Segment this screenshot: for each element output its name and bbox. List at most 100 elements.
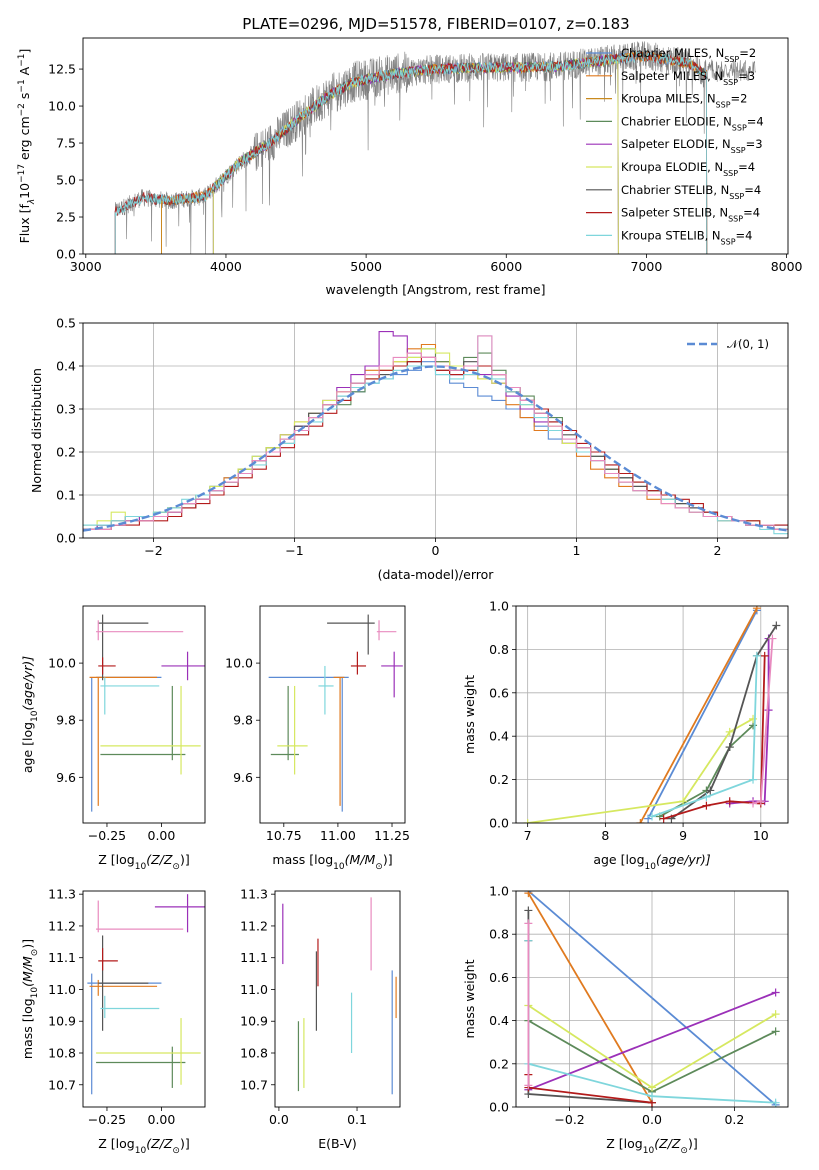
weight-marker <box>760 651 769 660</box>
y-tick-label: 0.6 <box>489 685 509 700</box>
x-tick-label: −0.2 <box>554 1112 584 1127</box>
x-axis-label: age [log10(age/yr)] <box>593 852 710 872</box>
y-tick-label: 0.0 <box>56 247 76 262</box>
y-tick-label: 10.9 <box>48 1014 76 1029</box>
spectrum-model-line <box>114 50 708 254</box>
y-tick-label: 2.5 <box>56 210 76 225</box>
weight-vs-Z-panel: −0.2 0.0 0.2 0.0 0.2 0.4 0.6 0.8 1.0 Z [log10(Z/Z… <box>462 884 789 1156</box>
x-tick-label: 3000 <box>70 259 102 274</box>
weight-marker <box>756 797 765 806</box>
weight-marker <box>771 1010 780 1019</box>
y-tick-label: 10.9 <box>240 1014 268 1029</box>
weight-marker <box>648 1083 656 1092</box>
axes-frame <box>515 605 789 824</box>
x-tick-label: 8000 <box>771 259 803 274</box>
x-tick-label: 7 <box>524 828 532 843</box>
weight-marker <box>659 814 668 823</box>
weight-marker <box>725 727 734 736</box>
weight-marker <box>752 606 761 613</box>
y-axis-label: mass weight <box>462 675 477 754</box>
y-tick-label: 9.8 <box>233 713 253 728</box>
weight-marker <box>771 988 780 997</box>
legend-label: Salpeter STELIB, NSSP=4 <box>621 206 760 224</box>
x-tick-label: −2 <box>144 543 162 558</box>
x-tick-label: 8 <box>601 828 609 843</box>
axes-frame <box>274 890 401 1108</box>
x-tick-label: 10 <box>753 828 769 843</box>
x-tick-label: 0.0 <box>269 1112 289 1127</box>
y-tick-label: 0.2 <box>489 1056 509 1071</box>
y-tick-label: 7.5 <box>56 136 76 151</box>
x-axis-label: mass [log10(M/M⊙)] <box>272 852 392 872</box>
y-tick-label: 11.3 <box>240 887 268 902</box>
age-vs-Z-panel: −0.25 0.00 9.6 9.8 10.0 Z [log10(Z/Z⊙)] age [l… <box>20 605 206 872</box>
x-tick-label: 6000 <box>490 259 522 274</box>
y-tick-label: 0.2 <box>56 445 76 460</box>
x-tick-label: 0.1 <box>347 1112 367 1127</box>
weight-marker <box>771 1098 780 1107</box>
y-tick-label: 0.4 <box>489 729 509 744</box>
y-tick-label: 0.6 <box>489 970 509 985</box>
axes-frame <box>259 605 406 824</box>
weight-marker <box>524 891 533 898</box>
x-tick-label: 0.2 <box>724 1112 744 1127</box>
figure-title: PLATE=0296, MJD=51578, FIBERID=0107, z=0… <box>242 15 629 33</box>
spectrum-legend: Chabrier MILES, NSSP=2 Salpeter MILES, NS… <box>586 46 764 246</box>
y-tick-label: 0.4 <box>56 359 76 374</box>
weight-lines <box>524 891 780 1107</box>
axes-frame <box>82 322 789 539</box>
weight-marker <box>648 812 656 821</box>
y-tick-label: 0.0 <box>489 1100 509 1115</box>
y-tick-label: 1.0 <box>489 884 509 899</box>
x-tick-label: 10.75 <box>266 828 302 843</box>
error-bars <box>268 614 403 812</box>
x-tick-label: 0 <box>432 543 440 558</box>
y-tick-label: 11.1 <box>240 950 268 965</box>
legend-label: Salpeter MILES, NSSP=3 <box>621 69 755 87</box>
weight-line <box>647 609 758 820</box>
y-tick-label: 11.0 <box>48 982 76 997</box>
weight-marker <box>524 1081 533 1090</box>
weight-line <box>651 655 758 818</box>
weight-marker <box>749 799 758 808</box>
mass-vs-ebv-panel: 0.0 0.1 10.7 10.8 10.9 11.0 11.1 11.2 11.3 E(B-V) <box>240 887 401 1151</box>
y-axis-label: mass weight <box>462 959 477 1038</box>
y-tick-label: 9.6 <box>56 770 76 785</box>
y-tick-label: 0.2 <box>489 772 509 787</box>
weight-marker <box>679 797 688 806</box>
axes-frame <box>82 890 206 1108</box>
gaussian-curve <box>83 365 788 532</box>
weight-line <box>527 892 653 1104</box>
legend-label: Kroupa MILES, NSSP=2 <box>621 92 747 110</box>
x-tick-label: 2 <box>714 543 722 558</box>
weight-marker <box>706 786 715 795</box>
y-tick-label: 9.8 <box>56 713 76 728</box>
weight-marker <box>764 706 773 715</box>
legend-label: Kroupa ELODIE, NSSP=4 <box>621 160 755 178</box>
x-axis-label: E(B-V) <box>318 1136 357 1151</box>
y-tick-label: 0.1 <box>56 488 76 503</box>
y-tick-label: 11.0 <box>240 982 268 997</box>
weight-marker <box>725 797 734 806</box>
weight-marker <box>702 792 711 801</box>
residuals-panel: −2 −1 0 1 2 0.0 0.1 0.2 0.3 0.4 0.5 𝒩(0, 1) (data-mo… <box>29 316 789 582</box>
legend-label: Chabrier MILES, NSSP=2 <box>621 46 756 64</box>
mass-vs-Z-panel: −0.25 0.00 10.7 10.8 10.9 11.0 11.1 11.2 11.3 Z [… <box>20 887 206 1156</box>
x-tick-label: 11.00 <box>320 828 356 843</box>
weight-marker <box>725 743 734 752</box>
weight-marker <box>702 801 711 810</box>
spectrum-lines <box>114 41 756 254</box>
y-tick-label: 11.3 <box>48 887 76 902</box>
x-axis-label: wavelength [Angstrom, rest frame] <box>325 282 545 297</box>
weight-marker <box>749 775 758 784</box>
y-tick-label: 10.7 <box>240 1077 268 1092</box>
legend-label: Chabrier STELIB, NSSP=4 <box>621 183 761 201</box>
weight-marker <box>636 819 645 823</box>
spectrum-data-tail <box>706 59 756 82</box>
axes-frame <box>82 37 789 255</box>
y-axis-label: Normed distribution <box>29 368 44 493</box>
weight-vs-age-panel: 7 8 9 10 0.0 0.2 0.4 0.6 0.8 1.0 age [log10(age/yr… <box>462 599 789 872</box>
weight-line <box>527 718 754 823</box>
legend-label: Chabrier ELODIE, NSSP=4 <box>621 114 764 131</box>
